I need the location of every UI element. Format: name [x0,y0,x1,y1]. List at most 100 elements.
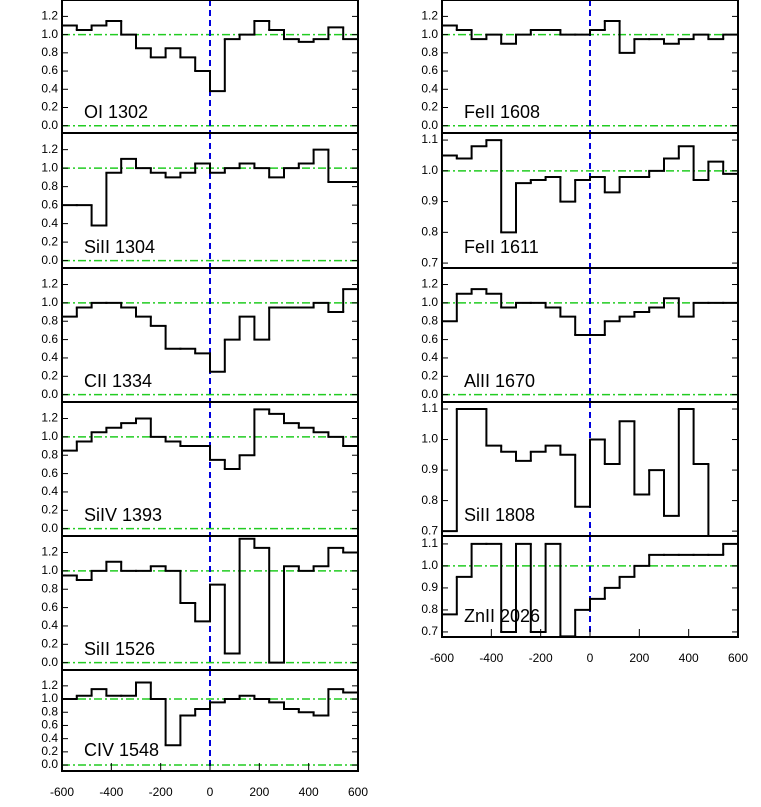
y-tick-label: 0.8 [421,493,438,507]
y-tick-label: 0.0 [41,118,58,132]
spectrum [442,542,738,637]
line-label: ZnII 2026 [464,606,540,626]
y-tick-label: 1.0 [41,295,58,309]
y-tick-label: 0.2 [41,100,58,114]
y-tick-label: 0.6 [41,332,58,346]
x-tick-label: 0 [587,651,594,665]
y-tick-label: 0.8 [41,581,58,595]
y-tick-label: 1.1 [421,536,438,550]
line-label: SiII 1808 [464,505,535,525]
line-label: CIV 1548 [84,740,159,760]
y-tick-label: 0.7 [421,255,438,269]
y-tick-label: 0.4 [421,81,438,95]
spectrum [442,19,738,54]
y-tick-label: 0.0 [41,387,58,401]
y-tick-label: 1.0 [421,295,438,309]
panel: 0.7 0.8 0.9 1.0 1.1 FeII 1611 [421,132,739,269]
y-tick-label: 1.2 [41,277,58,291]
panel: 0.0 0.2 0.4 0.6 0.8 1.0 1.2 CII 1334 [41,267,359,403]
y-tick-label: 0.8 [421,224,438,238]
panel: 0.0 0.2 0.4 0.6 0.8 1.0 1.2 SiII 1526 [41,535,359,671]
y-tick-label: 0.8 [41,179,58,193]
x-tick-label: 400 [679,651,699,665]
spectrum [442,408,710,536]
y-tick-label: 0.4 [41,216,58,230]
y-tick-label: 1.0 [41,563,58,577]
y-tick-label: 1.2 [41,9,58,23]
spectrum [62,408,358,470]
y-tick-label: 1.0 [41,160,58,174]
y-tick-label: 0.4 [41,618,58,632]
y-tick-label: 0.7 [421,523,438,537]
panel: 0.0 0.2 0.4 0.6 0.8 1.0 1.2 SiIV 1393 [41,401,359,537]
y-tick-label: 0.0 [41,757,58,771]
y-tick-label: 0.6 [41,600,58,614]
spectrum [442,288,738,336]
y-tick-label: 0.2 [41,368,58,382]
y-tick-label: 0.9 [421,194,438,208]
y-tick-label: 0.6 [41,63,58,77]
x-tick-label: 200 [629,651,649,665]
spectrum [62,19,358,93]
y-tick-label: 1.0 [41,429,58,443]
y-tick-label: 0.4 [41,731,58,745]
y-tick-label: 0.2 [41,234,58,248]
y-tick-label: 0.2 [41,744,58,758]
y-tick-label: 1.2 [41,678,58,692]
y-tick-label: 0.6 [41,718,58,732]
x-tick-label: 200 [249,785,269,799]
y-tick-label: 0.9 [421,462,438,476]
x-tick-label: 600 [728,651,748,665]
x-tick-label: -200 [149,785,173,799]
spectrum [62,288,358,373]
y-tick-label: 1.0 [421,27,438,41]
y-tick-label: 0.0 [421,118,438,132]
y-tick-label: 1.2 [41,411,58,425]
y-tick-label: 1.1 [421,401,438,415]
y-tick-label: 0.8 [41,447,58,461]
panel: 0.00.20.40.60.81.01.2 -600 -400 -200 0 200 400… [41,669,368,799]
y-tick-label: 0.0 [41,655,58,669]
line-label: FeII 1608 [464,102,540,122]
y-tick-label: 0.6 [421,332,438,346]
y-tick-label: 0.7 [421,624,438,638]
spectrum [62,681,358,747]
y-tick-label: 1.2 [41,545,58,559]
y-tick-label: 1.2 [421,9,438,23]
x-tick-label: -400 [479,651,503,665]
x-tick-label: 0 [207,785,214,799]
y-tick-label: 1.0 [41,27,58,41]
panel: 0.7 0.8 0.9 1.0 1.1 SiII 1808 [421,401,739,537]
y-tick-label: 0.6 [41,466,58,480]
x-tick-label: -200 [529,651,553,665]
y-tick-label: 1.0 [421,432,438,446]
y-tick-label: 0.2 [41,636,58,650]
y-tick-label: 0.2 [421,368,438,382]
panel: 0.0 0.2 0.4 0.6 0.8 1.0 1.2 SiII 1304 [41,132,359,269]
y-tick-label: 0.8 [41,704,58,718]
y-tick-label: 0.6 [41,197,58,211]
y-tick-label: 0.4 [421,350,438,364]
y-tick-label: 0.8 [421,45,438,59]
line-label: OI 1302 [84,102,148,122]
y-tick-label: 1.0 [421,558,438,572]
y-tick-label: 0.0 [41,253,58,267]
line-label: AlII 1670 [464,371,535,391]
y-tick-label: 0.4 [41,350,58,364]
y-tick-label: 0.0 [41,521,58,535]
spectrum [62,148,358,227]
y-tick-label: 0.4 [41,484,58,498]
panel: 0.0 0.2 0.4 0.6 0.8 1.0 1.2 OI 1302 [41,0,359,134]
x-tick-label: 400 [299,785,319,799]
y-tick-label: 0.2 [41,502,58,516]
line-label: FeII 1611 [464,237,539,257]
line-label: SiII 1304 [84,237,155,257]
panel: 0.0 0.2 0.4 0.6 0.8 1.0 1.2 AlII 1670 [421,267,739,403]
y-tick-label: 0.8 [41,313,58,327]
y-tick-label: 0.6 [421,63,438,77]
y-tick-label: 0.8 [421,602,438,616]
y-tick-label: 1.0 [41,691,58,705]
x-tick-label: 600 [348,785,368,799]
line-label: SiII 1526 [84,639,155,659]
